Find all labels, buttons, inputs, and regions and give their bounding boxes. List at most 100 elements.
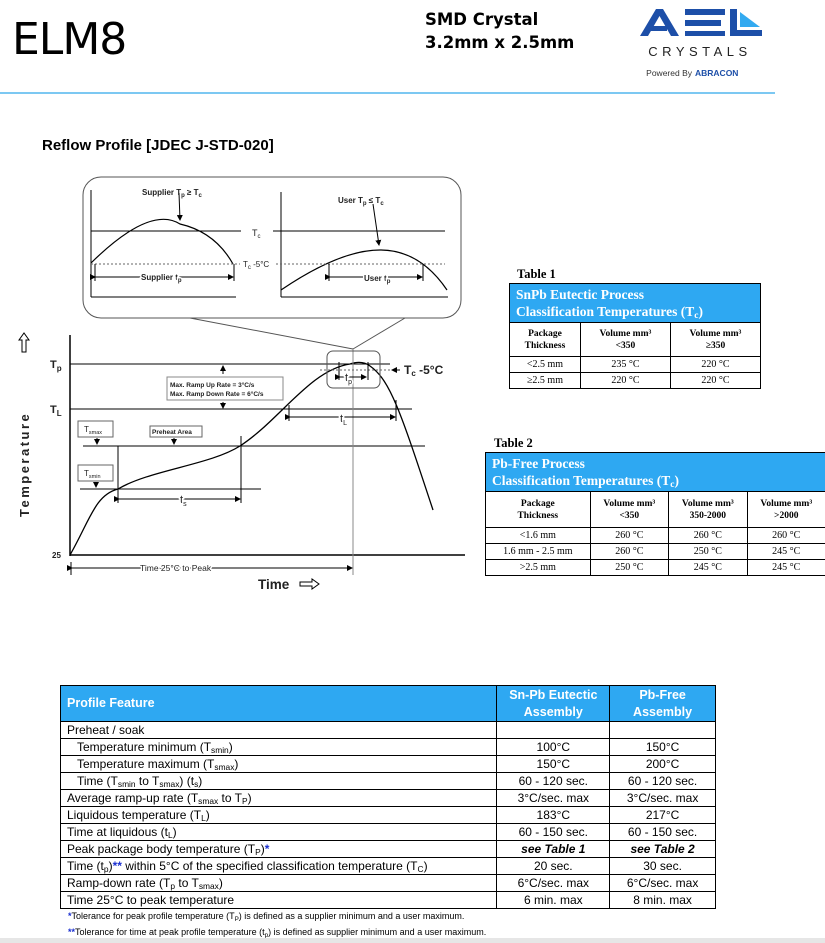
t: Classification Temperatures (T	[516, 304, 695, 319]
svg-text:Max. Ramp Up Rate = 3°C/s: Max. Ramp Up Rate = 3°C/s	[170, 381, 255, 389]
sub: c	[411, 369, 416, 378]
table-cell: 220 °C	[669, 356, 762, 373]
snpb-value	[496, 721, 611, 739]
svg-text:Tsmax: Tsmax	[84, 425, 102, 436]
profile-feature-cell: Preheat / soak	[59, 721, 498, 739]
table-cell: 250 °C	[668, 543, 748, 560]
profile-feature-cell: Temperature maximum (Tsmax)	[59, 755, 498, 773]
cell-line: Volume mm³	[603, 498, 656, 509]
ramp-down-label: Max. Ramp Down Rate = 6°C/s	[170, 390, 264, 398]
y-origin-label: 25	[52, 551, 61, 560]
table1-label: Table 1	[517, 267, 556, 281]
minus5: -5°C	[416, 363, 444, 377]
text-segment: Time at liquidous (t	[67, 824, 168, 839]
footnote-marker: **	[68, 927, 76, 937]
table-cell: 220 °C	[669, 372, 762, 389]
sub: L	[343, 420, 347, 427]
text-segment: ) is defined as supplier minimum and a u…	[268, 927, 487, 937]
cell-line: <350	[615, 340, 636, 351]
svg-text:tp: tp	[345, 372, 352, 386]
svg-text:Tc: Tc	[252, 228, 261, 240]
table-row: Temperature minimum (Tsmin) 100°C 150°C	[59, 738, 716, 756]
user-tp-label: User T	[338, 196, 363, 205]
profile-feature-cell: Ramp-down rate (Tp to Tsmax)	[59, 874, 498, 892]
table-row: Peak package body temperature (TP)* see T…	[59, 840, 716, 858]
inset-tc-5-label: T	[243, 260, 248, 269]
subtitle-type: SMD Crystal	[425, 10, 539, 29]
subscript: smax	[198, 795, 219, 806]
snpb-value: 3°C/sec. max	[496, 789, 611, 807]
table-cell: >2.5 mm	[485, 559, 591, 576]
snpb-value: see Table 1	[496, 840, 611, 858]
cell-line: <1.6 mm	[519, 530, 556, 541]
table-row: Time (Tsmin to Tsmax) (ts) 60 - 120 sec. 6…	[59, 772, 716, 790]
cell-line: Package	[528, 328, 562, 339]
svg-text:Tp: Tp	[50, 359, 62, 373]
text-segment: Tolerance for time at peak profile tempe…	[75, 927, 265, 937]
cell-line: 245 °C	[772, 546, 801, 557]
text-segment: )	[218, 875, 223, 890]
product-subtitle: SMD Crystal 3.2mm x 2.5mm	[425, 8, 574, 54]
tl-axis-label: T	[50, 404, 57, 416]
time-to-peak-label: Time 25°C to Peak	[140, 563, 212, 573]
text-segment: ) is defined as a supplier minimum and a…	[238, 911, 465, 921]
column-header: Volume mm³ ≥350	[669, 322, 762, 357]
table-cell: ≥2.5 mm	[509, 372, 581, 389]
subscript: smin	[211, 744, 229, 755]
svg-text:User tp: User tp	[364, 274, 391, 285]
subscript: P	[255, 846, 261, 857]
sub: c	[248, 265, 251, 271]
profile-feature-cell: Temperature minimum (Tsmin)	[59, 738, 498, 756]
text-segment: )	[260, 841, 265, 856]
sub: p	[363, 201, 367, 207]
table-row: Time 25°C to peak temperature 6 min. max 8…	[59, 891, 716, 909]
cell-line: 245 °C	[693, 562, 722, 573]
sub: p	[57, 364, 62, 373]
profile-feature-cell: Time 25°C to peak temperature	[59, 891, 498, 909]
text-segment: Time 25°C to peak temperature	[67, 892, 235, 907]
logo-crystals-text: CRYSTALS	[648, 44, 751, 59]
svg-text:Supplier Tp ≥ Tc: Supplier Tp ≥ Tc	[142, 188, 203, 199]
table-cell: 260 °C	[589, 543, 670, 560]
text-segment: )	[234, 756, 239, 771]
table-row: Temperature maximum (Tsmax) 150°C 200°C	[59, 755, 716, 773]
profile-feature-cell: Time at liquidous (tL)	[59, 823, 498, 841]
title-line: Pb-Free Process	[492, 456, 585, 471]
table-cell: 245 °C	[668, 559, 748, 576]
cell-line: 260 °C	[615, 530, 644, 541]
subtitle-size: 3.2mm x 2.5mm	[425, 33, 575, 52]
subscript: smax	[214, 761, 235, 772]
table-row: Average ramp-up rate (Tsmax to TP) 3°C/se…	[59, 789, 716, 807]
sub: s	[183, 501, 187, 508]
time-arrow-icon	[299, 578, 320, 590]
pbfree-value: 8 min. max	[609, 891, 716, 909]
text-segment: to T	[175, 875, 199, 890]
sub: c	[380, 201, 384, 207]
text-segment: Liquidous temperature (T	[67, 807, 202, 822]
text-segment: )	[198, 773, 203, 788]
table-cell: 235 °C	[579, 356, 671, 373]
text-segment: to T	[218, 790, 242, 805]
t: Classification Temperatures (T	[492, 473, 671, 488]
pbfree-value: 200°C	[609, 755, 716, 773]
y-axis-label: Temperature	[17, 412, 32, 517]
text-segment: )	[247, 790, 252, 805]
text-segment: )	[228, 739, 233, 754]
column-header: Package Thickness	[509, 322, 581, 357]
text-segment: within 5°C of the specified classificati…	[121, 858, 418, 873]
subscript: P	[234, 916, 239, 923]
cell-line: Thickness	[517, 510, 559, 521]
table1-snpb: SnPb Eutectic Process Classification Temp…	[509, 283, 762, 389]
ramp-up-label: Max. Ramp Up Rate = 3°C/s	[170, 381, 255, 389]
header-snpb: Sn-Pb Eutectic Assembly	[496, 685, 611, 722]
preheat-area-label: Preheat Area	[152, 429, 192, 436]
cell-line: Volume mm³	[760, 498, 813, 509]
text-segment: Temperature minimum (T	[77, 739, 212, 754]
column-header: Volume mm³ <350	[589, 491, 670, 528]
tsmax-label: T	[84, 425, 89, 434]
table-cell: 220 °C	[579, 372, 671, 389]
table-row: Preheat / soak	[59, 721, 716, 739]
column-header: Volume mm³ 350-2000	[668, 491, 748, 528]
user-tp-span: User t	[364, 274, 387, 283]
table-row: Time (tp)** within 5°C of the specified …	[59, 857, 716, 875]
